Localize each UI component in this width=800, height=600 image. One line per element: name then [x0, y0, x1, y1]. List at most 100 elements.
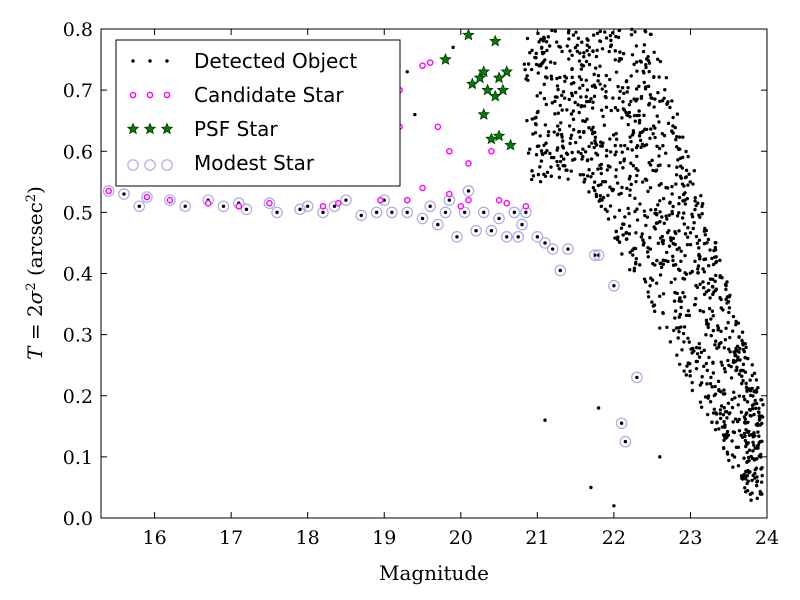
detected-object-point	[746, 356, 750, 361]
y-tick-label: 0.3	[63, 325, 93, 347]
detected-object-point	[560, 93, 564, 98]
detected-object-point	[724, 287, 728, 292]
x-tick-label: 21	[525, 527, 549, 549]
candidate-star-point	[403, 196, 411, 204]
psf-star-point	[462, 28, 475, 41]
detected-object-point	[659, 261, 663, 265]
detected-object-point	[680, 216, 685, 220]
detected-object-point	[624, 110, 628, 115]
detected-object-point	[751, 473, 755, 478]
detected-object-point	[531, 132, 535, 136]
psf-star-point	[473, 71, 487, 84]
detected-object-point	[593, 66, 598, 70]
detected-object-point	[583, 150, 588, 154]
detected-object-point	[721, 413, 726, 417]
detected-object-point	[688, 374, 692, 378]
detected-object-point	[731, 465, 735, 469]
detected-object-point	[713, 261, 718, 265]
detected-object-point	[584, 95, 588, 99]
candidate-star-point	[419, 184, 426, 192]
detected-object-point	[629, 182, 633, 187]
detected-object-point	[710, 420, 714, 424]
detected-object-point	[669, 280, 673, 285]
legend-marker-detected-object	[165, 59, 169, 63]
detected-object-point	[702, 292, 707, 297]
modest-star-point	[164, 194, 176, 206]
detected-object-point	[663, 88, 667, 92]
legend-marker-candidate-star	[129, 91, 137, 99]
detected-object-point	[696, 267, 700, 271]
detected-object-point	[626, 206, 630, 211]
detected-object-point	[625, 90, 629, 94]
detected-object-point	[582, 55, 586, 59]
detected-object-point	[573, 100, 577, 105]
detected-object-point	[587, 99, 592, 104]
detected-object-point	[665, 186, 670, 190]
detected-object-point	[652, 105, 656, 109]
detected-object-point	[742, 431, 747, 436]
detected-object-point	[635, 375, 639, 380]
detected-object-point	[642, 209, 647, 213]
detected-object-point	[748, 378, 752, 382]
detected-object-point	[637, 84, 641, 89]
detected-object-point	[637, 121, 642, 125]
detected-object-point	[680, 182, 685, 186]
detected-object-point	[718, 296, 722, 300]
psf-star-point	[496, 83, 510, 96]
detected-object-point	[524, 210, 528, 215]
detected-object-point	[581, 119, 585, 123]
detected-object-point	[725, 435, 729, 440]
detected-object-point	[534, 153, 539, 157]
detected-object-point	[747, 448, 752, 452]
detected-object-point	[565, 168, 569, 172]
detected-object-point	[542, 96, 547, 101]
detected-object-point	[634, 87, 639, 91]
detected-object-point	[709, 375, 713, 380]
modest-star-point	[355, 209, 368, 222]
detected-object-point	[738, 358, 742, 362]
detected-object-point	[275, 210, 279, 215]
detected-object-point	[618, 89, 622, 93]
detected-object-point	[698, 215, 702, 219]
detected-object-point	[643, 177, 648, 181]
detected-object-point	[533, 122, 538, 126]
legend-marker-modest-star	[144, 159, 156, 171]
detected-object-point	[631, 253, 635, 257]
detected-object-point	[759, 467, 763, 471]
detected-object-point	[122, 192, 126, 196]
detected-object-point	[731, 420, 735, 424]
detected-object-point	[443, 210, 448, 215]
detected-object-point	[544, 141, 548, 145]
detected-object-point	[654, 281, 659, 285]
modest-star-point	[401, 206, 414, 219]
detected-object-point	[703, 257, 708, 261]
detected-object-point	[702, 286, 706, 290]
detected-object-point	[712, 248, 716, 253]
detected-object-point	[637, 134, 642, 138]
detected-object-point	[710, 309, 715, 313]
detected-object-point	[673, 290, 677, 295]
detected-object-point	[608, 137, 612, 141]
detected-object-point	[661, 143, 665, 148]
detected-object-point	[752, 443, 756, 447]
detected-object-point	[736, 403, 740, 407]
detected-object-point	[694, 366, 699, 371]
candidate-star-point	[495, 196, 503, 204]
detected-object-point	[599, 182, 603, 187]
detected-object-point	[734, 445, 739, 450]
detected-object-point	[702, 348, 706, 353]
detected-object-point	[683, 232, 688, 236]
detected-object-point	[566, 247, 570, 251]
detected-object-point	[722, 366, 727, 371]
detected-object-point	[604, 36, 609, 40]
detected-object-point	[634, 145, 639, 150]
detected-object-point	[725, 416, 729, 420]
detected-object-point	[711, 371, 716, 375]
detected-object-point	[615, 237, 620, 242]
modest-star-point	[141, 191, 153, 203]
detected-object-point	[546, 35, 551, 39]
detected-object-point	[730, 329, 735, 333]
detected-object-point	[653, 135, 657, 140]
detected-object-point	[633, 209, 637, 214]
detected-object-point	[681, 331, 686, 336]
